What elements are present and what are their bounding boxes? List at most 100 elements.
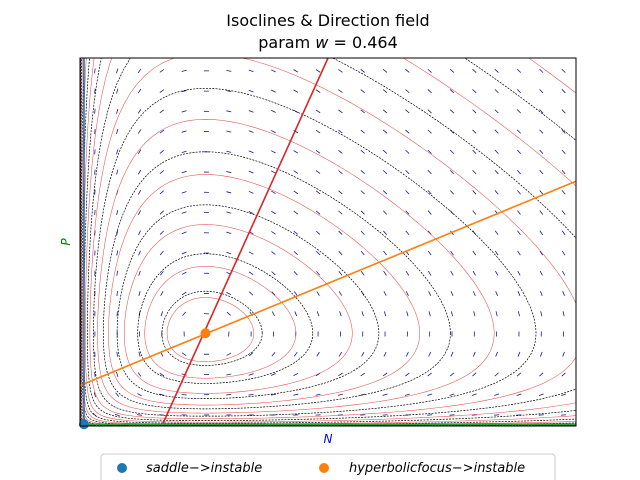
trajectory-curve <box>80 58 576 426</box>
direction-arrow <box>116 270 119 276</box>
y-axis-label: P <box>59 238 73 246</box>
direction-arrow <box>137 129 142 134</box>
direction-arrow <box>159 210 164 215</box>
direction-arrow <box>473 311 476 317</box>
direction-arrow <box>361 351 365 357</box>
direction-arrow <box>360 190 365 195</box>
direction-arrow <box>138 230 141 236</box>
direction-arrow <box>316 250 321 256</box>
trajectory-curve <box>161 290 263 366</box>
direction-arrow <box>539 270 543 276</box>
direction-arrow <box>561 149 566 154</box>
direction-arrow <box>181 251 187 255</box>
direction-arrow <box>539 291 543 296</box>
direction-arrow <box>382 170 388 175</box>
direction-arrow <box>181 231 187 235</box>
direction-arrow <box>226 311 231 316</box>
direction-arrow <box>383 311 387 317</box>
direction-arrow <box>248 271 254 276</box>
direction-arrow <box>248 373 254 376</box>
direction-arrow <box>315 69 321 73</box>
direction-arrow <box>271 271 276 276</box>
direction-arrow <box>472 210 477 215</box>
direction-arrow <box>338 271 343 276</box>
direction-arrow <box>226 150 232 153</box>
direction-arrow <box>405 89 410 94</box>
direction-arrow <box>383 230 387 235</box>
direction-arrow <box>494 250 499 256</box>
direction-arrow <box>516 149 521 154</box>
direction-arrow <box>159 372 165 377</box>
direction-arrow <box>159 190 164 195</box>
direction-arrow <box>382 149 388 154</box>
direction-arrow <box>226 191 232 194</box>
direction-arrow <box>405 129 410 134</box>
direction-arrow <box>159 149 165 154</box>
direction-arrow <box>159 109 165 114</box>
plot-frame <box>79 57 577 427</box>
direction-arrow <box>293 89 299 93</box>
direction-arrow <box>539 210 544 215</box>
equilibrium-point <box>200 328 211 339</box>
direction-arrow <box>405 351 409 357</box>
direction-arrow <box>226 171 232 174</box>
direction-arrow <box>293 230 298 235</box>
direction-arrow <box>338 129 343 134</box>
direction-arrow <box>159 250 164 256</box>
direction-arrow <box>248 211 254 214</box>
direction-arrow <box>450 311 454 317</box>
subtitle-value: = 0.464 <box>328 33 397 52</box>
direction-arrow <box>427 129 432 134</box>
direction-arrow <box>516 109 522 114</box>
direction-arrow <box>539 109 544 114</box>
direction-arrow <box>562 270 566 276</box>
direction-arrow <box>137 372 142 377</box>
direction-arrow <box>271 231 276 235</box>
direction-arrow <box>315 393 321 396</box>
direction-arrow <box>181 150 187 153</box>
direction-arrow <box>116 68 119 74</box>
direction-arrow <box>449 393 455 396</box>
direction-arrow <box>494 89 499 94</box>
direction-arrow <box>181 170 187 174</box>
direction-arrow <box>405 170 410 175</box>
direction-arrow <box>271 109 276 113</box>
direction-arrow <box>494 230 499 236</box>
direction-arrow <box>338 291 342 296</box>
direction-arrow <box>338 190 343 195</box>
direction-arrow <box>428 351 432 357</box>
direction-arrow <box>539 230 544 236</box>
direction-arrow <box>271 69 276 73</box>
direction-arrow <box>181 291 187 296</box>
direction-arrow <box>248 89 254 93</box>
direction-arrow <box>315 230 321 235</box>
direction-arrow <box>137 169 142 175</box>
direction-arrow <box>116 129 119 135</box>
direction-arrow <box>516 68 522 73</box>
legend-marker-focus <box>319 463 329 473</box>
direction-arrow <box>382 393 388 396</box>
direction-arrow <box>472 109 477 114</box>
direction-arrow <box>338 149 343 154</box>
x-axis-label: N <box>324 432 333 446</box>
direction-arrow <box>93 392 96 398</box>
direction-arrow <box>181 211 187 214</box>
direction-arrow <box>338 351 342 357</box>
direction-arrow <box>271 150 276 154</box>
direction-arrow <box>248 130 254 133</box>
direction-arrow <box>517 230 521 236</box>
direction-arrow <box>248 291 254 296</box>
direction-arrow <box>517 291 521 296</box>
direction-arrow <box>517 210 521 215</box>
chart-subtitle: param w = 0.464 <box>258 33 398 52</box>
direction-arrow <box>561 68 566 73</box>
legend: saddle−>instable hyperbolicfocus−>instab… <box>100 453 556 480</box>
direction-arrow <box>315 109 321 114</box>
direction-arrow <box>449 89 455 94</box>
direction-arrow <box>382 190 388 195</box>
direction-arrow <box>516 372 522 377</box>
direction-arrow <box>315 170 321 174</box>
trajectory-curve <box>108 174 421 406</box>
direction-arrow <box>226 90 232 93</box>
direction-arrow <box>226 231 232 234</box>
